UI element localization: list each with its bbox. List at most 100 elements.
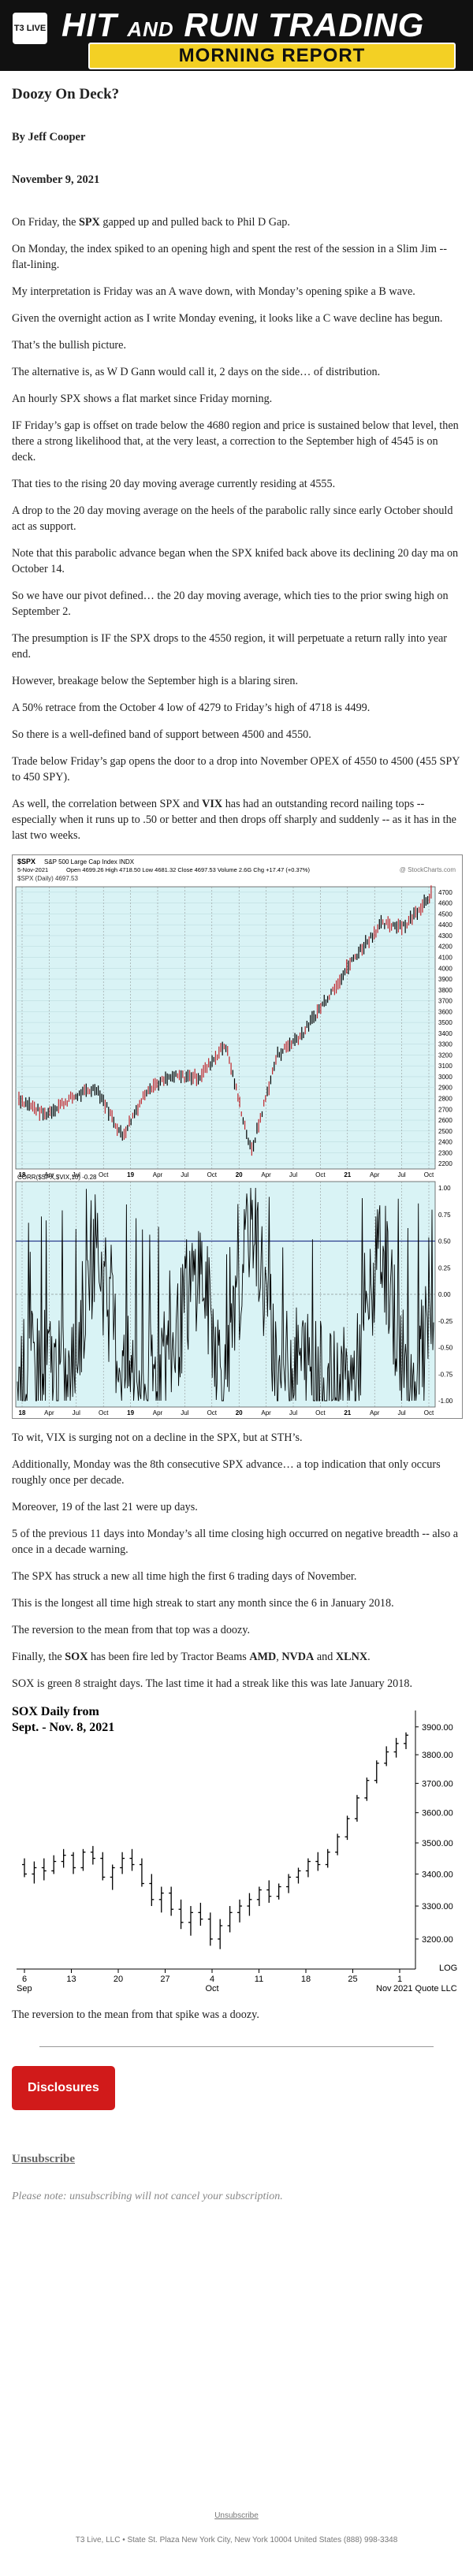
paragraph-text: My interpretation is Friday was an A wav… (12, 285, 415, 298)
corr-legend: CORR($SPX,$VIX,10) -0.28 (17, 1174, 97, 1181)
x-tick-label: Apr (370, 1171, 380, 1178)
x-tick-label: Apr (153, 1409, 163, 1416)
paragraph-text: , (276, 1651, 282, 1663)
x-tick-label: 21 (344, 1409, 351, 1416)
paragraph-text: To wit, VIX is surging not on a decline … (12, 1431, 303, 1444)
price-tick-label: 3800 (438, 987, 453, 994)
title-hit: HIT (61, 6, 117, 43)
spx-symbol: $SPX (17, 858, 35, 865)
corr-tick-label: 0.25 (438, 1264, 451, 1271)
sox-daily-chart: SOX Daily from Sept. - Nov. 8, 2021 3900.0… (12, 1703, 461, 1996)
sox-y-tick-label: 3800.00 (422, 1751, 453, 1760)
price-tick-label: 3000 (438, 1074, 453, 1081)
sox-credit: 2021 Quote LLC (393, 1984, 457, 1993)
paragraph-text: Moreover, 19 of the last 21 were up days… (12, 1501, 198, 1513)
price-tick-label: 2500 (438, 1128, 453, 1135)
x-tick-label: Jul (397, 1171, 405, 1178)
price-tick-label: 2300 (438, 1149, 453, 1156)
paragraphs-end: The reversion to the mean from that spik… (12, 2007, 461, 2023)
spx-legend: $SPX (Daily) 4697.53 (17, 875, 78, 882)
price-tick-label: 4100 (438, 955, 453, 962)
x-tick-label: Jul (181, 1171, 188, 1178)
corr-tick-label: 0.50 (438, 1238, 451, 1245)
paragraph-text: That’s the bullish picture. (12, 339, 126, 352)
paragraph-text: On Monday, the index spiked to an openin… (12, 243, 447, 271)
corr-tick-label: -1.00 (438, 1398, 453, 1405)
sox-month-label: Nov (376, 1984, 392, 1993)
x-tick-label: Apr (153, 1171, 163, 1178)
paragraph-text: Finally, the (12, 1651, 65, 1663)
paragraph: On Monday, the index spiked to an openin… (12, 241, 461, 273)
paragraph-text: 5 of the previous 11 days into Monday’s … (12, 1528, 459, 1556)
paragraphs-top: On Friday, the SPX gapped up and pulled … (12, 214, 461, 843)
paragraph: The reversion to the mean from that spik… (12, 2007, 461, 2023)
ticker-symbol: VIX (202, 798, 223, 810)
paragraph-text: As well, the correlation between SPX and (12, 798, 203, 810)
paragraph-text: An hourly SPX shows a flat market since … (12, 393, 273, 405)
byline: By Jeff Cooper (12, 131, 86, 143)
article-date: November 9, 2021 (12, 173, 100, 186)
corr-tick-label: 1.00 (438, 1185, 451, 1192)
paragraph: The SPX has struck a new all time high t… (12, 1569, 461, 1584)
article-title: Doozy On Deck? (12, 86, 120, 102)
paragraph-text: That ties to the rising 20 day moving av… (12, 478, 336, 490)
paragraph: That’s the bullish picture. (12, 337, 461, 353)
price-tick-label: 4500 (438, 910, 453, 918)
sox-y-tick-label: 3700.00 (422, 1779, 453, 1789)
paragraph: That ties to the rising 20 day moving av… (12, 476, 461, 492)
price-tick-label: 2600 (438, 1117, 453, 1124)
sox-chart-svg: SOX Daily from Sept. - Nov. 8, 2021 3900.0… (12, 1705, 457, 1993)
x-tick-label: Apr (370, 1409, 380, 1416)
x-tick-label: 20 (236, 1409, 243, 1416)
corr-tick-label: -0.50 (438, 1345, 453, 1352)
paragraph-text: The reversion to the mean from that top … (12, 1624, 251, 1636)
sox-x-tick-label: 13 (66, 1975, 76, 1984)
sox-title-line1: SOX Daily from (12, 1705, 99, 1718)
paragraph-text: The alternative is, as W D Gann would ca… (12, 366, 381, 378)
corr-series-line (17, 1187, 434, 1402)
paragraph: The alternative is, as W D Gann would ca… (12, 364, 461, 380)
paragraph: However, breakage below the September hi… (12, 673, 461, 689)
paragraph-text: Note that this parabolic advance began w… (12, 547, 459, 575)
spx-chart-svg: $SPX S&P 500 Large Cap Index INDX @ StockC… (15, 858, 456, 1416)
paragraph-text: has had an outstanding record nailing to… (12, 798, 456, 842)
paragraph: Given the overnight action as I write Mo… (12, 311, 461, 326)
footer-unsubscribe-link[interactable]: Unsubscribe (214, 2511, 259, 2520)
x-tick-label: Oct (424, 1171, 434, 1178)
paragraph-text: has been fire led by Tractor Beams (88, 1651, 250, 1663)
header-banner: T3 LIVE HIT AND RUN TRADING MORNING REPO… (0, 0, 473, 71)
spx-name: S&P 500 Large Cap Index INDX (44, 858, 135, 865)
paragraph-text: This is the longest all time high streak… (12, 1597, 394, 1610)
corr-tick-label: -0.25 (438, 1318, 453, 1325)
unsubscribe-link[interactable]: Unsubscribe (12, 2153, 76, 2165)
paragraph-text: gapped up and pulled back to Phil D Gap. (99, 216, 290, 229)
paragraph: A 50% retrace from the October 4 low of … (12, 700, 461, 716)
price-tick-label: 3900 (438, 976, 453, 983)
sox-y-tick-label: 3900.00 (422, 1723, 453, 1733)
price-tick-label: 4000 (438, 965, 453, 972)
spx-price-panel (15, 886, 436, 1170)
paragraph-text: A drop to the 20 day moving average on t… (12, 504, 453, 533)
sox-x-tick-label: 18 (301, 1975, 311, 1984)
spx-correlation-chart: $SPX S&P 500 Large Cap Index INDX @ StockC… (12, 854, 463, 1419)
disclosures-button[interactable]: Disclosures (12, 2066, 115, 2110)
morning-report-label: MORNING REPORT (88, 43, 456, 69)
paragraph: Additionally, Monday was the 8th consecu… (12, 1457, 461, 1488)
divider (39, 2046, 434, 2047)
paragraph: 5 of the previous 11 days into Monday’s … (12, 1526, 461, 1558)
ticker-symbol: SOX (65, 1651, 88, 1663)
spx-ohlc: Open 4699.26 High 4718.50 Low 4681.32 Cl… (66, 866, 310, 873)
price-tick-label: 3100 (438, 1063, 453, 1070)
paragraph-text: However, breakage below the September hi… (12, 675, 299, 687)
paragraph: As well, the correlation between SPX and… (12, 796, 461, 843)
paragraph-text: SOX is green 8 straight days. The last t… (12, 1677, 413, 1690)
x-tick-label: Oct (315, 1409, 326, 1416)
price-tick-label: 3700 (438, 998, 453, 1005)
paragraph-text: Additionally, Monday was the 8th consecu… (12, 1458, 441, 1487)
paragraph: The presumption is IF the SPX drops to t… (12, 631, 461, 662)
x-tick-label: Apr (261, 1171, 271, 1178)
article-body: Doozy On Deck? By Jeff Cooper November 9… (12, 84, 463, 2205)
paragraph-text: IF Friday’s gap is offset on trade below… (12, 419, 459, 463)
price-tick-label: 2400 (438, 1139, 453, 1146)
paragraph: The reversion to the mean from that top … (12, 1622, 461, 1638)
